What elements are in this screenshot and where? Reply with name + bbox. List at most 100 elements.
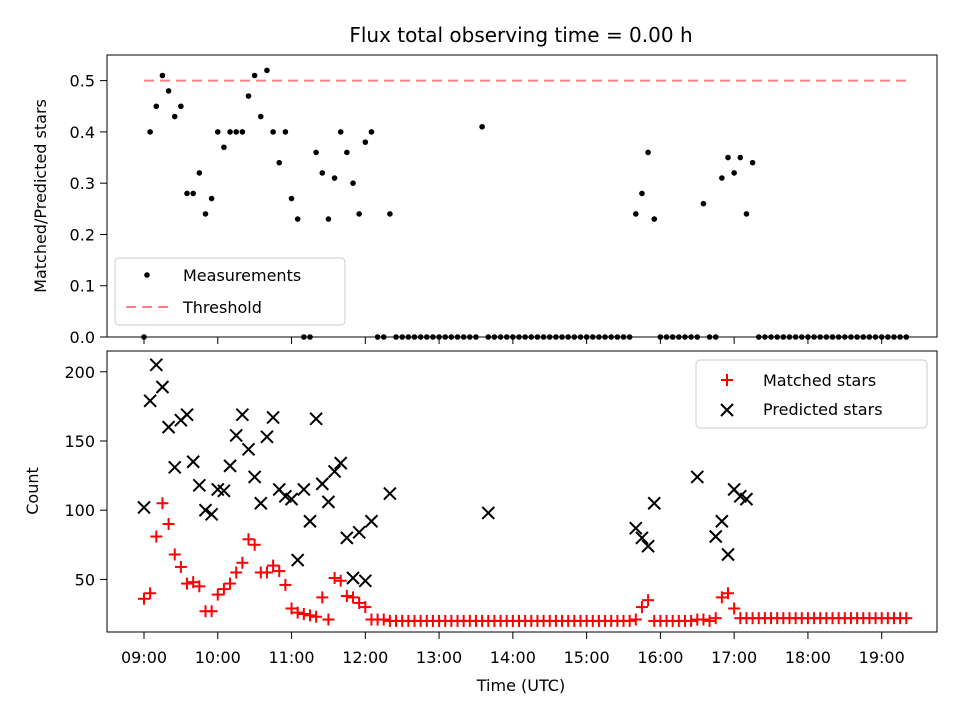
measurement-point bbox=[676, 334, 682, 340]
measurement-point bbox=[251, 72, 258, 79]
measurement-point bbox=[239, 129, 246, 135]
legend-threshold-label: Threshold bbox=[182, 298, 262, 317]
top-y-tick-label: 0.5 bbox=[70, 72, 95, 91]
matched-star-point bbox=[900, 612, 913, 625]
predicted-star-point bbox=[204, 507, 219, 522]
bottom-y-tick-label: 50 bbox=[75, 570, 95, 589]
measurement-point bbox=[233, 129, 240, 135]
measurement-point bbox=[344, 149, 350, 156]
predicted-star-point bbox=[260, 430, 274, 444]
measurement-point bbox=[620, 334, 627, 340]
measurement-points bbox=[141, 67, 910, 340]
chart-title: Flux total observing time = 0.00 h bbox=[349, 23, 692, 47]
measurement-point bbox=[872, 334, 879, 340]
matched-star-point bbox=[224, 577, 237, 590]
measurement-point bbox=[485, 334, 492, 340]
predicted-star-point bbox=[180, 407, 194, 422]
measurement-point bbox=[221, 144, 227, 151]
legend-predicted-marker bbox=[720, 403, 734, 417]
predicted-star-point bbox=[346, 571, 360, 585]
measurement-point bbox=[510, 334, 516, 340]
measurement-point bbox=[411, 334, 418, 340]
predicted-star-point bbox=[143, 394, 157, 408]
measurement-point bbox=[633, 211, 639, 217]
predicted-star-point bbox=[315, 477, 329, 491]
measurement-point bbox=[270, 129, 276, 135]
measurement-point bbox=[362, 139, 369, 145]
measurement-point bbox=[214, 129, 221, 135]
measurement-point bbox=[380, 334, 387, 340]
measurement-point bbox=[208, 195, 215, 202]
matched-star-point bbox=[156, 497, 169, 510]
measurement-point bbox=[399, 334, 405, 340]
measurement-point bbox=[866, 334, 873, 340]
legend-measurements-marker bbox=[144, 272, 150, 278]
measurement-point bbox=[430, 334, 436, 340]
matched-star-point bbox=[187, 576, 200, 589]
measurement-point bbox=[460, 334, 467, 340]
matched-star-point bbox=[267, 559, 280, 572]
predicted-star-point bbox=[241, 442, 256, 456]
measurement-point bbox=[768, 334, 774, 340]
matched-star-point bbox=[623, 614, 636, 627]
measurement-point bbox=[811, 334, 817, 340]
bottom-x-tick-label: 12:00 bbox=[342, 648, 388, 667]
matched-star-point bbox=[340, 590, 353, 603]
predicted-star-point bbox=[364, 514, 379, 528]
measurement-point bbox=[368, 129, 375, 135]
measurement-point bbox=[706, 334, 713, 340]
measurement-point bbox=[405, 334, 412, 340]
x-axis-label: Time (UTC) bbox=[476, 676, 565, 695]
matched-star-point bbox=[279, 578, 292, 591]
matched-star-point bbox=[138, 592, 150, 605]
measurement-point bbox=[467, 334, 473, 340]
predicted-star-point bbox=[149, 358, 164, 372]
predicted-star-point bbox=[297, 482, 311, 497]
bottom-y-ticks: 50 100 150 200 bbox=[64, 363, 107, 589]
predicted-star-point bbox=[168, 460, 182, 474]
matched-star-point bbox=[629, 613, 642, 626]
matched-star-point bbox=[728, 602, 741, 615]
measurement-point bbox=[577, 334, 584, 340]
measurement-point bbox=[774, 334, 780, 340]
measurement-point bbox=[479, 123, 485, 130]
measurement-point bbox=[319, 170, 326, 176]
measurement-point bbox=[276, 159, 283, 166]
predicted-star-point bbox=[635, 531, 649, 545]
measurement-point bbox=[516, 334, 522, 340]
measurement-point bbox=[848, 334, 854, 340]
measurement-point bbox=[387, 211, 393, 217]
measurement-point bbox=[762, 334, 768, 340]
top-y-axis-label: Matched/Predicted stars bbox=[31, 99, 50, 293]
measurement-point bbox=[448, 334, 455, 340]
predicted-star-point bbox=[137, 500, 151, 515]
bottom-x-tick-label: 19:00 bbox=[859, 648, 905, 667]
measurement-point bbox=[540, 334, 547, 340]
bottom-y-axis-label: Count bbox=[23, 467, 42, 515]
measurement-point bbox=[374, 334, 381, 340]
predicted-star-point bbox=[358, 574, 373, 588]
measurement-point bbox=[669, 334, 676, 340]
matched-star-point bbox=[347, 591, 360, 604]
predicted-star-point bbox=[229, 428, 243, 443]
measurement-point bbox=[596, 334, 602, 340]
measurement-point bbox=[792, 334, 799, 340]
matched-star-point bbox=[273, 565, 286, 578]
predicted-star-point bbox=[334, 456, 348, 470]
measurement-point bbox=[528, 334, 535, 340]
measurement-point bbox=[178, 103, 184, 110]
measurement-point bbox=[700, 200, 707, 207]
predicted-star-points bbox=[137, 358, 754, 588]
predicted-star-point bbox=[481, 506, 495, 520]
predicted-star-point bbox=[340, 531, 354, 545]
measurement-point bbox=[682, 334, 688, 340]
measurement-point bbox=[602, 334, 608, 340]
measurement-point bbox=[423, 334, 430, 340]
bottom-panel: 50 100 150 200 09:00 10:00 11:00 12:00 13:00 14:… bbox=[23, 350, 938, 695]
measurement-point bbox=[614, 334, 621, 340]
predicted-star-point bbox=[321, 495, 336, 509]
measurement-point bbox=[454, 334, 461, 340]
matched-star-point bbox=[193, 580, 206, 593]
measurement-point bbox=[190, 190, 196, 197]
measurement-point bbox=[165, 88, 172, 94]
